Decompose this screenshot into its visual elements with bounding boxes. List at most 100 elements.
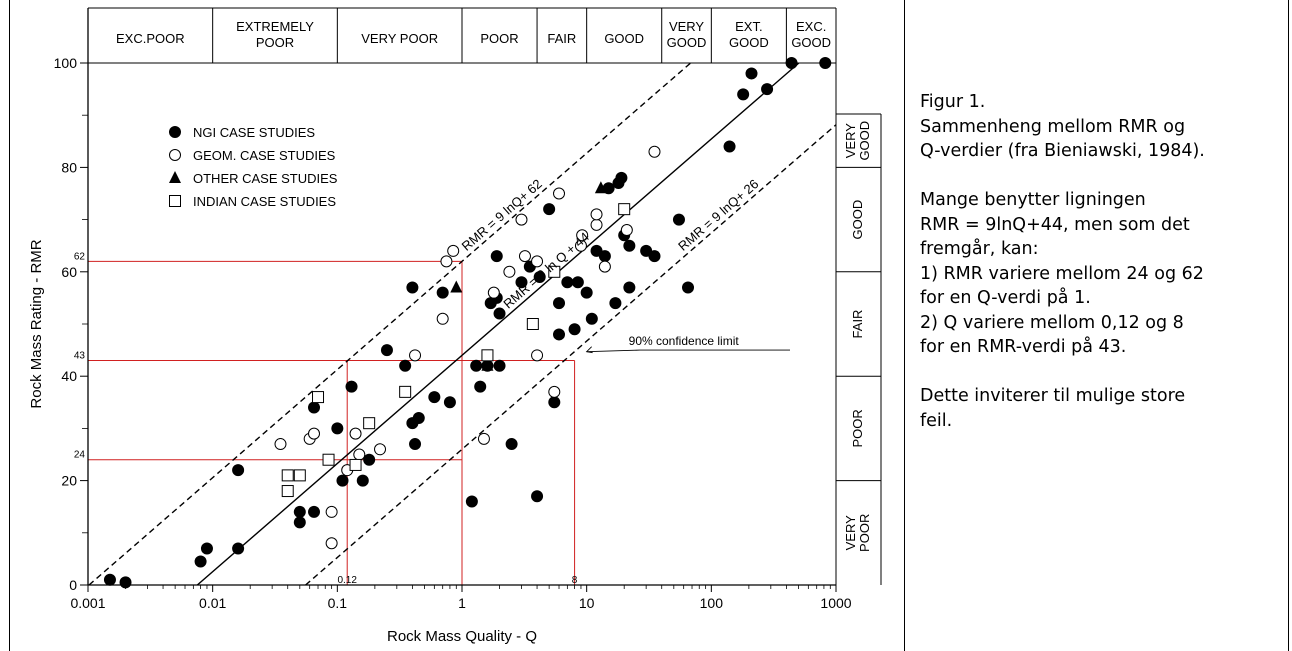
legend-marker (169, 195, 181, 207)
x-tick-label: 0.01 (199, 595, 226, 611)
data-point (548, 265, 561, 278)
data-point (293, 469, 306, 482)
legend-marker (169, 149, 181, 161)
column-divider (904, 0, 905, 651)
data-point (363, 417, 376, 430)
data-point (682, 281, 695, 294)
data-point (232, 542, 245, 555)
data-point (356, 474, 369, 487)
data-point (745, 67, 758, 80)
annotation-leader (586, 349, 641, 353)
caption-line: Dette inviterer til mulige store (920, 386, 1186, 406)
caption-line: Sammenheng mellom RMR og (920, 116, 1186, 137)
y-tick-label: 20 (61, 473, 77, 489)
reference-q-label: 0.12 (337, 575, 357, 586)
data-point (531, 490, 544, 503)
data-point (412, 411, 425, 424)
data-point (598, 260, 611, 273)
data-point (737, 88, 750, 101)
top-class-label: GOOD (729, 35, 769, 50)
caption-line: for en Q-verdi på 1. (920, 288, 1091, 308)
correlation-lines (88, 63, 836, 585)
data-point (590, 208, 603, 221)
y-tick-label: 100 (54, 55, 78, 71)
correlation-line (196, 63, 800, 585)
data-point (623, 239, 636, 252)
top-class-label: GOOD (604, 31, 644, 46)
data-point (103, 573, 116, 586)
data-point (598, 250, 611, 263)
right-class-label: VERY (843, 515, 858, 550)
top-class-label: VERY POOR (361, 31, 438, 46)
caption-line: Q-verdier (fra Bieniawski, 1984). (920, 141, 1205, 161)
caption-line: Mange benytter ligningen (920, 190, 1146, 210)
data-point (399, 385, 412, 398)
data-point (200, 542, 213, 555)
data-point (531, 255, 544, 268)
right-class-label: VERY (843, 123, 858, 158)
data-point (515, 276, 528, 289)
data-point (308, 427, 321, 440)
right-class-label: GOOD (857, 121, 872, 161)
data-point (194, 555, 207, 568)
data-point (518, 250, 531, 263)
caption-line: 2) Q variere mellom 0,12 og 8 (920, 312, 1184, 333)
y-axis-label: Rock Mass Rating - RMR (28, 239, 45, 408)
data-point (553, 187, 566, 200)
data-point (409, 349, 422, 362)
data-point (281, 485, 294, 498)
data-point (548, 396, 561, 409)
y-tick-label: 40 (61, 368, 77, 384)
data-point (440, 255, 453, 268)
right-class-label: GOOD (850, 200, 865, 240)
data-point (406, 281, 419, 294)
data-point (723, 140, 736, 153)
data-point (450, 280, 463, 293)
top-class-label: EXT. (735, 19, 762, 34)
y-tick-label: 60 (61, 264, 77, 280)
top-class-label: EXC. (796, 19, 826, 34)
x-tick-label: 1 (458, 595, 466, 611)
data-point (493, 307, 506, 320)
right-class-label: POOR (850, 409, 865, 447)
figure-caption: Figur 1. Sammenheng mellom RMR og Q-verd… (920, 90, 1285, 433)
data-point (470, 359, 483, 372)
data-point (553, 297, 566, 310)
data-point (533, 271, 546, 284)
data-point (308, 505, 321, 518)
annotation-arrowhead (585, 346, 593, 354)
data-point (436, 312, 449, 325)
data-point (363, 453, 376, 466)
data-point (672, 213, 685, 226)
caption-title: Figur 1. (920, 92, 986, 112)
data-point (349, 427, 362, 440)
caption-line: feil. (920, 410, 953, 431)
correlation-line-label: RMR = 9 lnQ+ 62 (459, 176, 545, 254)
data-point (585, 312, 598, 325)
top-class-label: VERY (669, 19, 704, 34)
data-point (409, 438, 422, 451)
data-point (553, 328, 566, 341)
data-point (274, 438, 287, 451)
x-tick-label: 0.001 (70, 595, 105, 611)
annotation-text: 90% confidence limit (629, 334, 740, 348)
top-class-label: EXC.POOR (116, 31, 185, 46)
x-tick-label: 100 (700, 595, 724, 611)
legend-label: INDIAN CASE STUDIES (193, 194, 336, 209)
data-point (526, 318, 539, 330)
data-point (293, 516, 306, 529)
data-point (490, 250, 503, 263)
data-point (481, 358, 494, 371)
data-point (325, 505, 338, 518)
x-axis-label: Rock Mass Quality - Q (387, 628, 537, 645)
data-point (543, 203, 556, 216)
data-point (785, 57, 798, 69)
data-point (232, 464, 245, 477)
data-point (349, 458, 362, 471)
data-point (436, 286, 449, 299)
data-point (503, 265, 516, 278)
correlation-line (88, 63, 692, 585)
legend-marker (169, 171, 181, 183)
data-point (620, 224, 633, 237)
chart-text: 0.001 0.01 0.1 1 10 100 1000 0 20 40 60 80 100 Rock M… (28, 19, 872, 645)
